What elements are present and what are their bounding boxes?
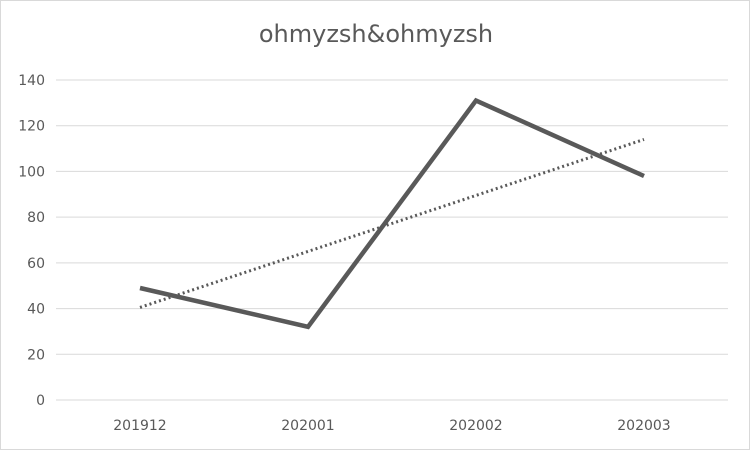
x-tick-label: 202003 xyxy=(617,418,670,434)
gridlines xyxy=(56,79,728,401)
y-tick-label: 140 xyxy=(18,73,45,89)
y-tick-label: 80 xyxy=(27,210,45,226)
trendline-layer xyxy=(139,138,645,309)
y-tick-label: 40 xyxy=(27,302,45,318)
trendline xyxy=(139,138,645,309)
y-tick-label: 20 xyxy=(27,347,45,363)
series-layer xyxy=(139,97,645,330)
x-tick-label: 202001 xyxy=(281,418,334,434)
y-axis-labels: 0 20 40 60 80 100 120 140 xyxy=(18,73,45,409)
y-tick-label: 100 xyxy=(18,164,45,180)
y-tick-label: 120 xyxy=(18,119,45,135)
y-tick-label: 0 xyxy=(36,393,45,409)
x-tick-label: 201912 xyxy=(113,418,166,434)
series-line xyxy=(139,97,645,330)
chart-title: ohmyzsh&ohmyzsh xyxy=(258,20,494,48)
x-axis-labels: 201912 202001 202002 202003 xyxy=(113,418,670,434)
x-tick-label: 202002 xyxy=(449,418,502,434)
y-tick-label: 60 xyxy=(27,256,45,272)
